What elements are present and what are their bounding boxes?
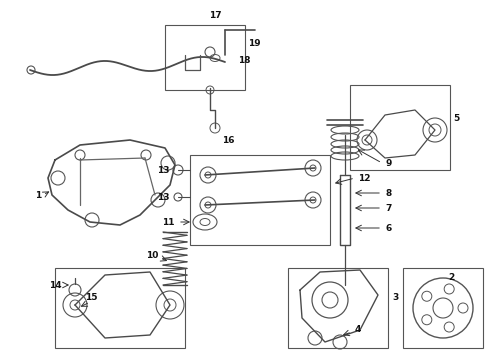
Text: 4: 4 bbox=[355, 325, 361, 334]
Circle shape bbox=[205, 172, 211, 178]
Text: 2: 2 bbox=[448, 274, 454, 283]
Circle shape bbox=[362, 135, 372, 145]
Bar bbox=[288, 268, 388, 348]
Text: 11: 11 bbox=[163, 217, 175, 226]
Bar bbox=[350, 85, 450, 170]
Circle shape bbox=[70, 300, 80, 310]
Text: 19: 19 bbox=[248, 39, 261, 48]
Text: 12: 12 bbox=[358, 174, 370, 183]
Bar bbox=[165, 25, 245, 90]
Text: 7: 7 bbox=[385, 203, 392, 212]
Circle shape bbox=[310, 197, 316, 203]
Text: 9: 9 bbox=[385, 158, 392, 167]
Bar bbox=[55, 268, 185, 348]
Bar bbox=[403, 268, 483, 348]
Circle shape bbox=[322, 292, 338, 308]
Ellipse shape bbox=[200, 219, 210, 225]
Text: 15: 15 bbox=[85, 293, 98, 302]
Text: 6: 6 bbox=[385, 224, 391, 233]
Text: 13: 13 bbox=[157, 193, 170, 202]
Text: 14: 14 bbox=[49, 280, 62, 289]
Text: 16: 16 bbox=[222, 135, 235, 144]
Text: 10: 10 bbox=[146, 251, 158, 260]
Circle shape bbox=[164, 299, 176, 311]
Text: 5: 5 bbox=[453, 113, 459, 122]
Text: 1: 1 bbox=[35, 190, 41, 199]
Text: 18: 18 bbox=[238, 55, 250, 64]
Text: 8: 8 bbox=[385, 189, 391, 198]
Circle shape bbox=[205, 202, 211, 208]
Circle shape bbox=[429, 124, 441, 136]
Text: 17: 17 bbox=[209, 10, 221, 19]
Circle shape bbox=[310, 165, 316, 171]
Text: 13: 13 bbox=[157, 166, 170, 175]
Text: 3: 3 bbox=[392, 292, 398, 302]
Bar bbox=[190, 155, 330, 245]
